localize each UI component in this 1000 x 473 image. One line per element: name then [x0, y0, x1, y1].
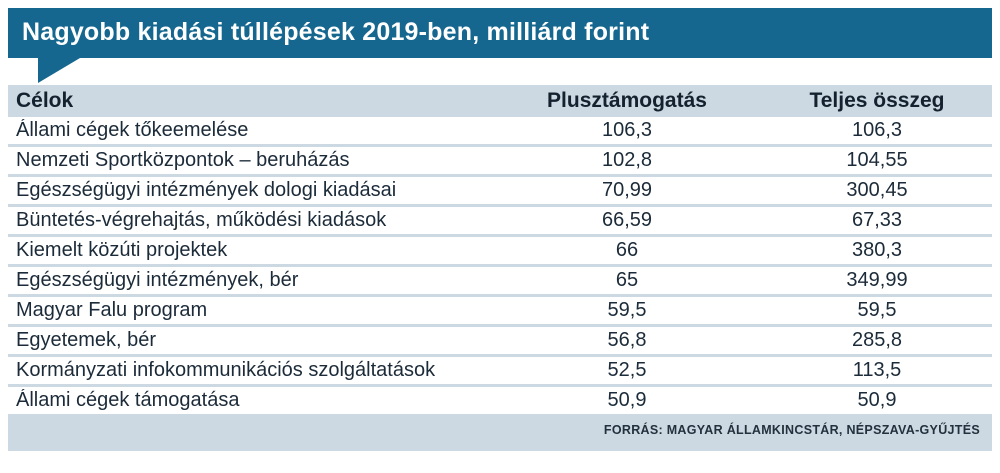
row-value-plusz: 65 [615, 269, 639, 291]
table-row: Nemzeti Sportközpontok – beruházás 102,8… [8, 147, 992, 174]
row-label: Büntetés-végrehajtás, működési kiadások [16, 209, 387, 231]
table-row: Kiemelt közúti projektek 66 380,3 [8, 237, 992, 264]
table-row: Egészségügyi intézmények dologi kiadásai… [8, 177, 992, 204]
table-row: Egyetemek, bér 56,8 285,8 [8, 327, 992, 354]
row-value-teljes: 104,55 [846, 149, 908, 171]
row-label: Nemzeti Sportközpontok – beruházás [16, 149, 350, 171]
row-label: Kormányzati infokommunikációs szolgáltat… [16, 359, 436, 381]
row-value-teljes: 300,45 [846, 179, 908, 201]
speech-bubble-tail [38, 58, 80, 83]
row-value-plusz: 66 [615, 239, 639, 261]
row-value-teljes: 67,33 [851, 209, 903, 231]
table-row: Büntetés-végrehajtás, működési kiadások … [8, 207, 992, 234]
row-label: Egyetemek, bér [16, 329, 157, 351]
row-value-teljes: 106,3 [851, 119, 903, 141]
row-label: Állami cégek tőkeemelése [16, 119, 249, 141]
table-header-row: Célok Plusztámogatás Teljes összeg [8, 85, 992, 117]
row-value-plusz: 70,99 [601, 179, 653, 201]
row-value-teljes: 59,5 [857, 299, 897, 321]
row-value-plusz: 66,59 [601, 209, 653, 231]
row-label: Egészségügyi intézmények dologi kiadásai [16, 179, 397, 201]
row-label: Állami cégek támogatása [16, 389, 240, 411]
row-label: Magyar Falu program [16, 299, 208, 321]
row-label: Egészségügyi intézmények, bér [16, 269, 299, 291]
source-note: FORRÁS: MAGYAR ÁLLAMKINCSTÁR, NÉPSZAVA-G… [603, 423, 980, 437]
title-bar: Nagyobb kiadási túllépések 2019-ben, mil… [8, 8, 992, 58]
row-value-plusz: 52,5 [607, 359, 647, 381]
row-value-plusz: 50,9 [607, 389, 647, 411]
header-cell-teljes-osszeg: Teljes összeg [809, 89, 945, 112]
row-value-plusz: 59,5 [607, 299, 647, 321]
row-label: Kiemelt közúti projektek [16, 239, 228, 261]
table-row: Kormányzati infokommunikációs szolgáltat… [8, 357, 992, 384]
data-table: Célok Plusztámogatás Teljes összeg Állam… [8, 85, 992, 451]
row-value-teljes: 113,5 [852, 359, 902, 381]
table-row: Egészségügyi intézmények, bér 65 349,99 [8, 267, 992, 294]
row-value-plusz: 102,8 [601, 149, 653, 171]
table-row: Állami cégek tőkeemelése 106,3 106,3 [8, 117, 992, 144]
row-value-plusz: 56,8 [607, 329, 647, 351]
table-row: Magyar Falu program 59,5 59,5 [8, 297, 992, 324]
row-value-teljes: 380,3 [851, 239, 903, 261]
header-cell-plusztamogatas: Plusztámogatás [547, 89, 707, 112]
row-value-teljes: 285,8 [851, 329, 903, 351]
table-row: Állami cégek támogatása 50,9 50,9 [8, 387, 992, 414]
row-value-plusz: 106,3 [601, 119, 653, 141]
header-cell-celok: Célok [16, 89, 74, 112]
row-value-teljes: 50,9 [857, 389, 897, 411]
page-title: Nagyobb kiadási túllépések 2019-ben, mil… [22, 18, 650, 46]
row-value-teljes: 349,99 [846, 269, 908, 291]
